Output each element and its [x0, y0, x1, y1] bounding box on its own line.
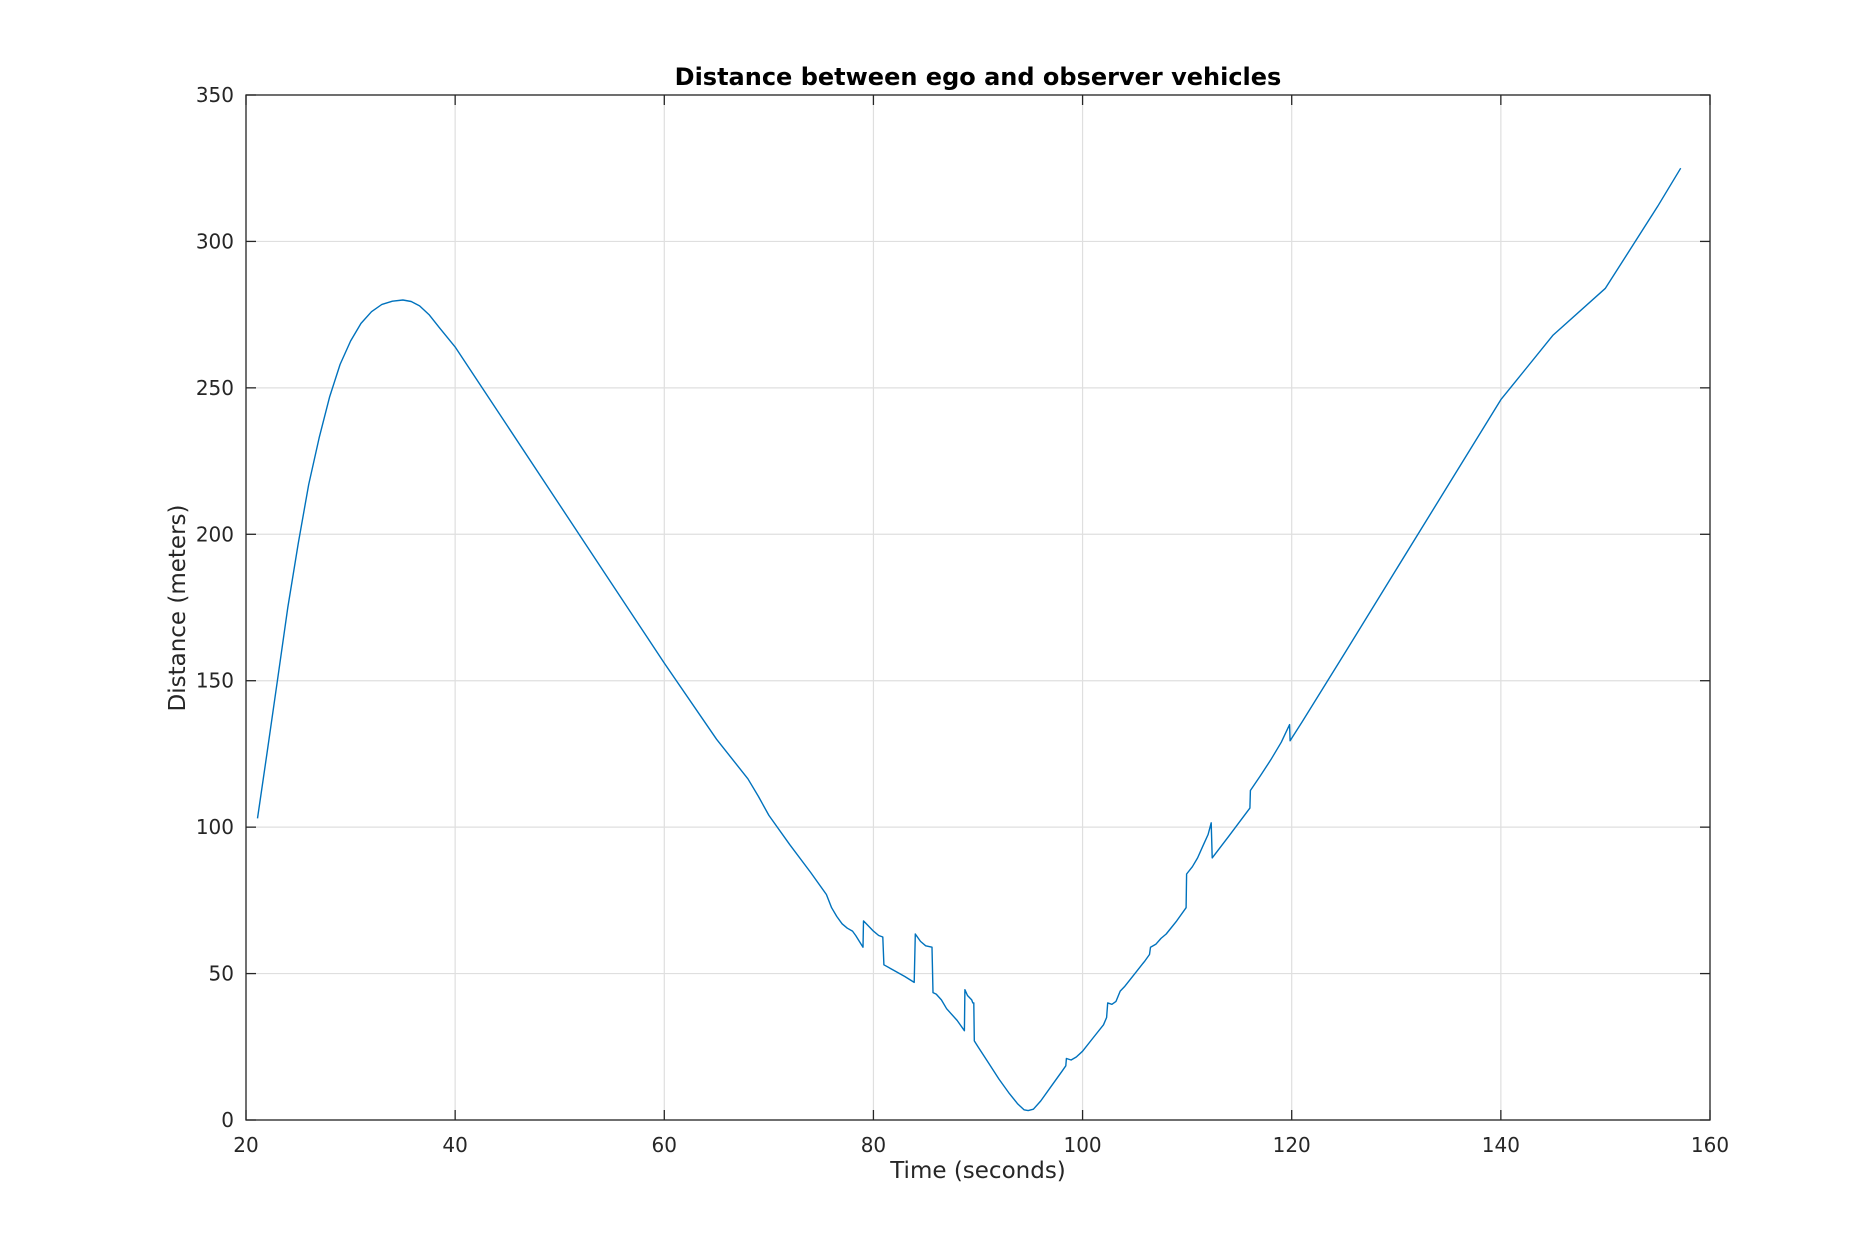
- tick-marks: [245, 94, 1711, 1121]
- x-tick-label: 80: [861, 1133, 886, 1157]
- series-line: [256, 167, 1682, 1112]
- x-tick-labels: 20 40 60 80 100 120 140 160: [233, 1133, 1729, 1157]
- x-tick-label: 60: [652, 1133, 677, 1157]
- x-tick-label: 100: [1063, 1133, 1101, 1157]
- chart-title: Distance between ego and observer vehicl…: [675, 63, 1282, 91]
- x-tick-label: 140: [1482, 1133, 1520, 1157]
- y-tick-label: 50: [209, 962, 234, 986]
- y-axis-label: Distance (meters): [165, 505, 191, 712]
- x-tick-label: 160: [1691, 1133, 1729, 1157]
- y-tick-label: 100: [196, 815, 234, 839]
- y-tick-label: 350: [196, 83, 234, 107]
- y-tick-label: 150: [196, 669, 234, 693]
- x-tick-label: 40: [442, 1133, 467, 1157]
- y-tick-label: 300: [196, 229, 234, 253]
- series-layer: [256, 167, 1682, 1112]
- y-tick-label: 0: [221, 1108, 234, 1132]
- x-axis-label: Time (seconds): [889, 1158, 1066, 1184]
- x-tick-label: 20: [233, 1133, 258, 1157]
- y-tick-label: 200: [196, 522, 234, 546]
- y-tick-labels: 0 50 100 150 200 250 300 350: [196, 83, 234, 1132]
- y-tick-label: 250: [196, 376, 234, 400]
- x-tick-label: 120: [1273, 1133, 1311, 1157]
- axes-box: [245, 94, 1711, 1121]
- plot-area: [246, 95, 1710, 1120]
